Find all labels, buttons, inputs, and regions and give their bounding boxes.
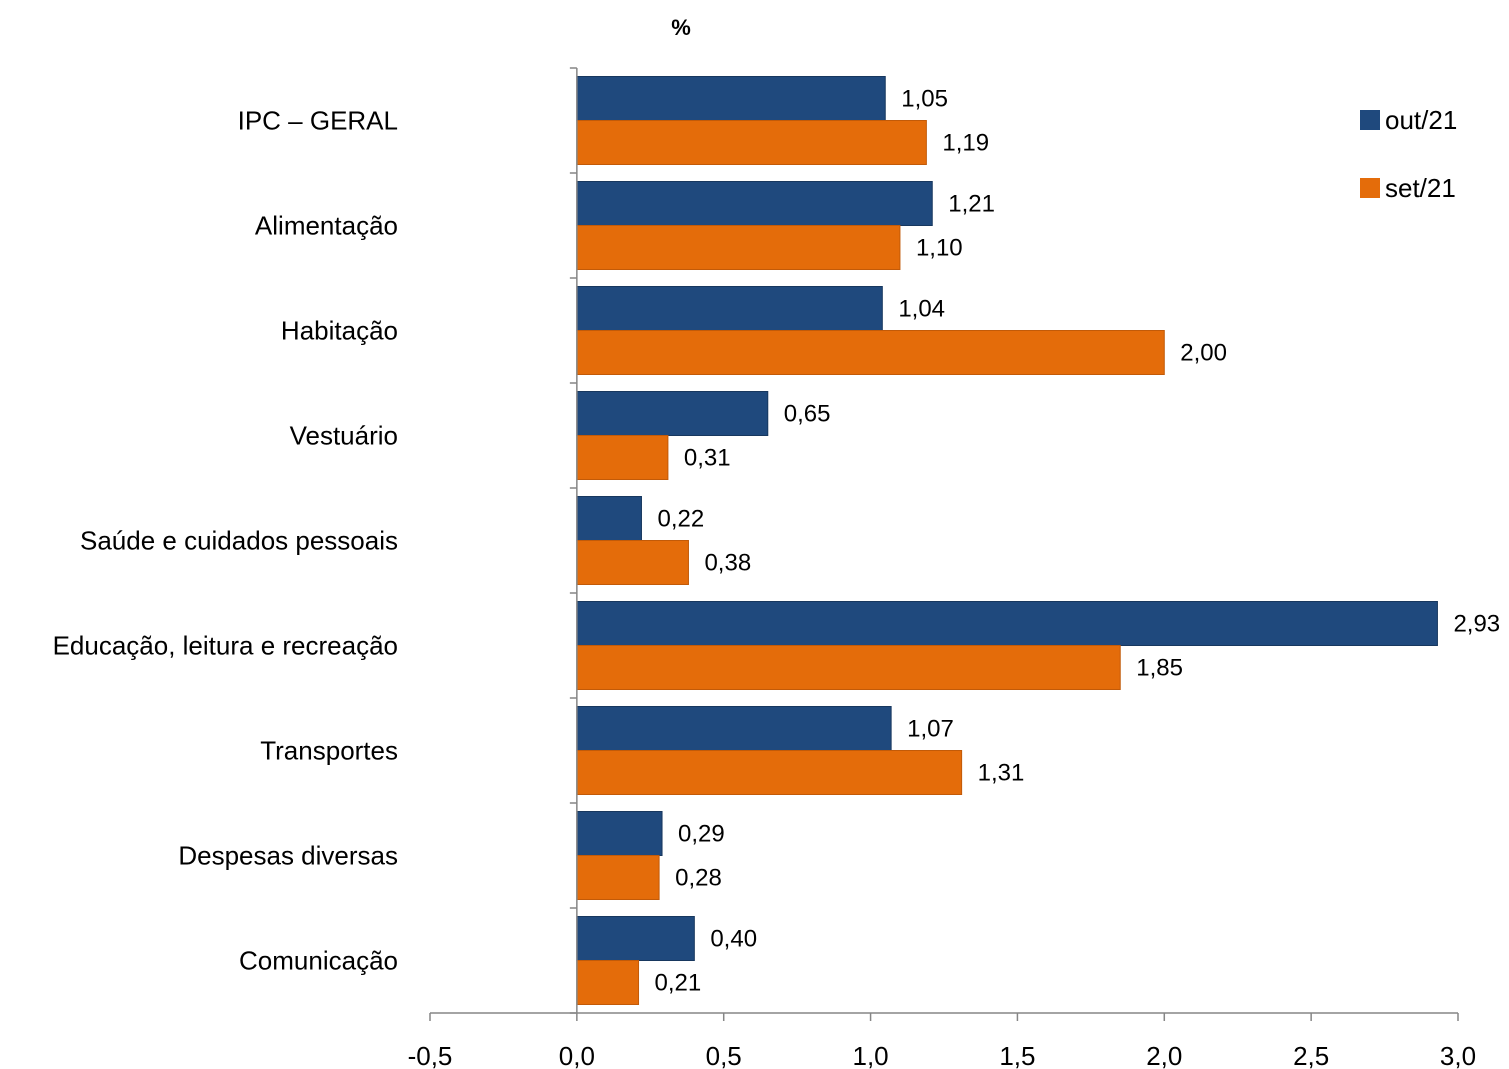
bar-out-21 xyxy=(576,391,769,436)
category-label: Vestuário xyxy=(290,421,398,451)
y-unit-label: % xyxy=(671,15,691,40)
data-label: 1,10 xyxy=(916,235,963,262)
data-label: 0,22 xyxy=(657,506,704,533)
bar-set-21 xyxy=(576,960,640,1005)
bar-out-21 xyxy=(576,811,663,856)
x-tick-label: 1,5 xyxy=(999,1041,1035,1069)
axes-group: IPC – GERAL Alimentação Habitação Vestuário… xyxy=(53,67,1476,1069)
data-label: 1,04 xyxy=(898,296,945,323)
bar-out-21 xyxy=(576,76,886,121)
bar-set-21 xyxy=(576,645,1121,690)
bar-out-21 xyxy=(576,496,642,541)
x-tick-label: 0,0 xyxy=(559,1041,595,1069)
bars-group: 1,05 1,19 1,21 1,10 1,04 2,00 0,65 0,31 0,220,38… xyxy=(576,76,1500,1005)
x-tick-label: 2,5 xyxy=(1293,1041,1329,1069)
data-label: 2,00 xyxy=(1180,340,1227,367)
category-label: Comunicação xyxy=(239,946,398,976)
data-label: 0,40 xyxy=(710,926,757,953)
data-label: 0,29 xyxy=(678,821,725,848)
x-tick-label: 0,5 xyxy=(706,1041,742,1069)
legend-swatch xyxy=(1360,178,1380,198)
data-label: 1,07 xyxy=(907,716,954,743)
bar-set-21 xyxy=(576,540,689,585)
bar-set-21 xyxy=(576,120,927,165)
bar-set-21 xyxy=(576,225,901,270)
category-label: Despesas diversas xyxy=(178,841,398,871)
legend-swatch xyxy=(1360,110,1380,130)
category-label: Educação, leitura e recreação xyxy=(53,631,398,661)
bar-out-21 xyxy=(576,286,883,331)
data-label: 1,31 xyxy=(978,760,1025,787)
data-label: 0,21 xyxy=(655,970,702,997)
legend-label: out/21 xyxy=(1385,105,1457,135)
bar-set-21 xyxy=(576,750,963,795)
legend-label: set/21 xyxy=(1385,173,1456,203)
category-label: Saúde e cuidados pessoais xyxy=(80,526,398,556)
category-label: Transportes xyxy=(260,736,398,766)
bar-set-21 xyxy=(576,330,1165,375)
data-label: 1,05 xyxy=(901,86,948,113)
bar-set-21 xyxy=(576,855,660,900)
data-label: 2,93 xyxy=(1453,611,1500,638)
x-tick-label: -0,5 xyxy=(408,1041,453,1069)
data-label: 0,38 xyxy=(704,550,751,577)
x-tick-label: 3,0 xyxy=(1440,1041,1476,1069)
data-label: 1,19 xyxy=(942,130,989,157)
data-label: 0,65 xyxy=(784,401,831,428)
bar-out-21 xyxy=(576,181,933,226)
bar-out-21 xyxy=(576,916,695,961)
category-label: IPC – GERAL xyxy=(238,106,398,136)
x-tick-label: 1,0 xyxy=(852,1041,888,1069)
data-label: 1,85 xyxy=(1136,655,1183,682)
bar-out-21 xyxy=(576,706,892,751)
bar-set-21 xyxy=(576,435,669,480)
data-label: 1,21 xyxy=(948,191,995,218)
legend: out/21 set/21 xyxy=(1360,105,1457,203)
data-label: 0,28 xyxy=(675,865,722,892)
category-label: Alimentação xyxy=(255,211,398,241)
bar-out-21 xyxy=(576,601,1438,646)
x-tick-label: 2,0 xyxy=(1146,1041,1182,1069)
category-label: Habitação xyxy=(281,316,398,346)
data-label: 0,31 xyxy=(684,445,731,472)
